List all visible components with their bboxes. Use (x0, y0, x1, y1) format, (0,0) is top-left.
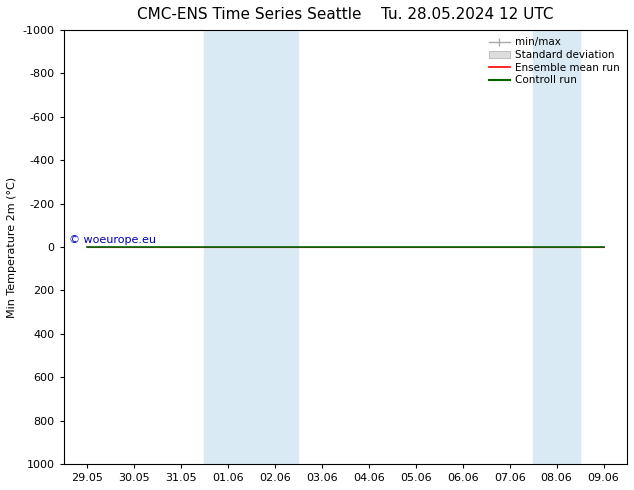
Title: CMC-ENS Time Series Seattle    Tu. 28.05.2024 12 UTC: CMC-ENS Time Series Seattle Tu. 28.05.20… (137, 7, 553, 22)
Text: © woeurope.eu: © woeurope.eu (69, 235, 156, 245)
Bar (533, 30, 580, 464)
Bar (204, 30, 299, 464)
Legend: min/max, Standard deviation, Ensemble mean run, Controll run: min/max, Standard deviation, Ensemble me… (485, 33, 624, 89)
Y-axis label: Min Temperature 2m (°C): Min Temperature 2m (°C) (7, 176, 17, 318)
